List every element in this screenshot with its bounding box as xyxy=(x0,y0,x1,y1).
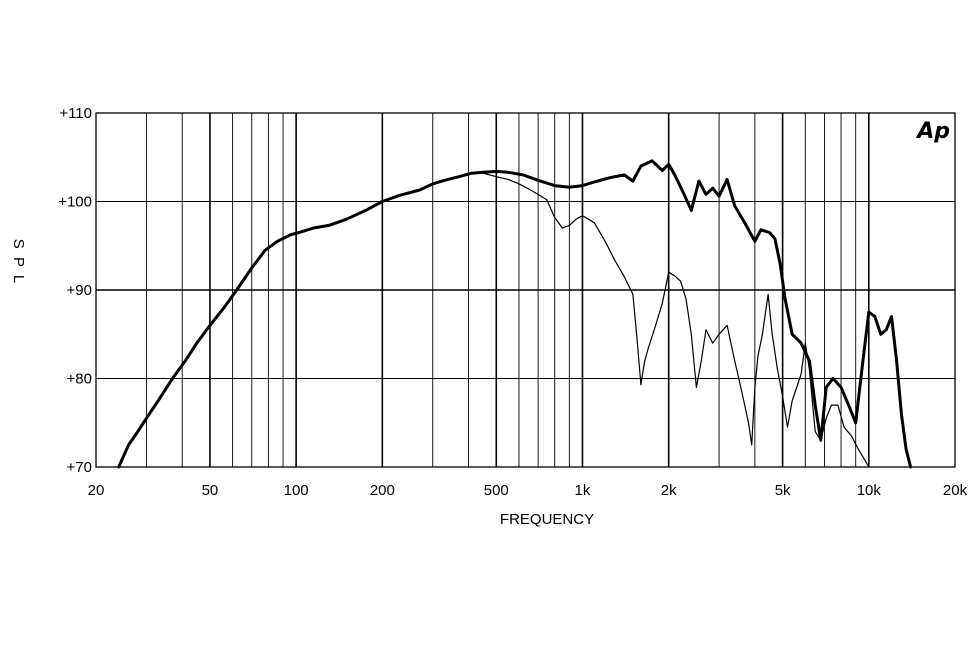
y-tick-label: +110 xyxy=(59,105,92,122)
x-tick-label: 500 xyxy=(484,482,509,499)
x-tick-label: 10k xyxy=(857,482,882,499)
x-axis-title: FREQUENCY xyxy=(500,511,594,528)
x-tick-label: 50 xyxy=(202,482,219,499)
series-layer xyxy=(117,159,913,469)
y-axis-title: S P L xyxy=(10,239,27,285)
y-axis-tick-labels: +70 +80 +90 +100 +110 xyxy=(58,105,92,476)
ap-logo: Ap xyxy=(915,119,950,144)
plot-area-frame xyxy=(95,112,956,468)
x-tick-label: 5k xyxy=(775,482,791,499)
x-tick-label: 200 xyxy=(370,482,395,499)
x-tick-label: 20k xyxy=(943,482,968,499)
x-tick-label: 2k xyxy=(661,482,677,499)
grid-lines xyxy=(96,113,955,467)
x-axis-tick-labels: 20 50 100 200 500 1k 2k 5k 10k 20k xyxy=(88,482,968,499)
series-line-thin xyxy=(482,172,870,468)
y-tick-label: +80 xyxy=(67,371,92,388)
y-tick-label: +70 xyxy=(67,459,92,476)
x-tick-label: 100 xyxy=(284,482,309,499)
x-tick-label: 1k xyxy=(575,482,591,499)
series-line-thick xyxy=(117,159,913,469)
y-tick-label: +90 xyxy=(67,282,92,299)
y-tick-label: +100 xyxy=(58,194,92,211)
x-tick-label: 20 xyxy=(88,482,105,499)
